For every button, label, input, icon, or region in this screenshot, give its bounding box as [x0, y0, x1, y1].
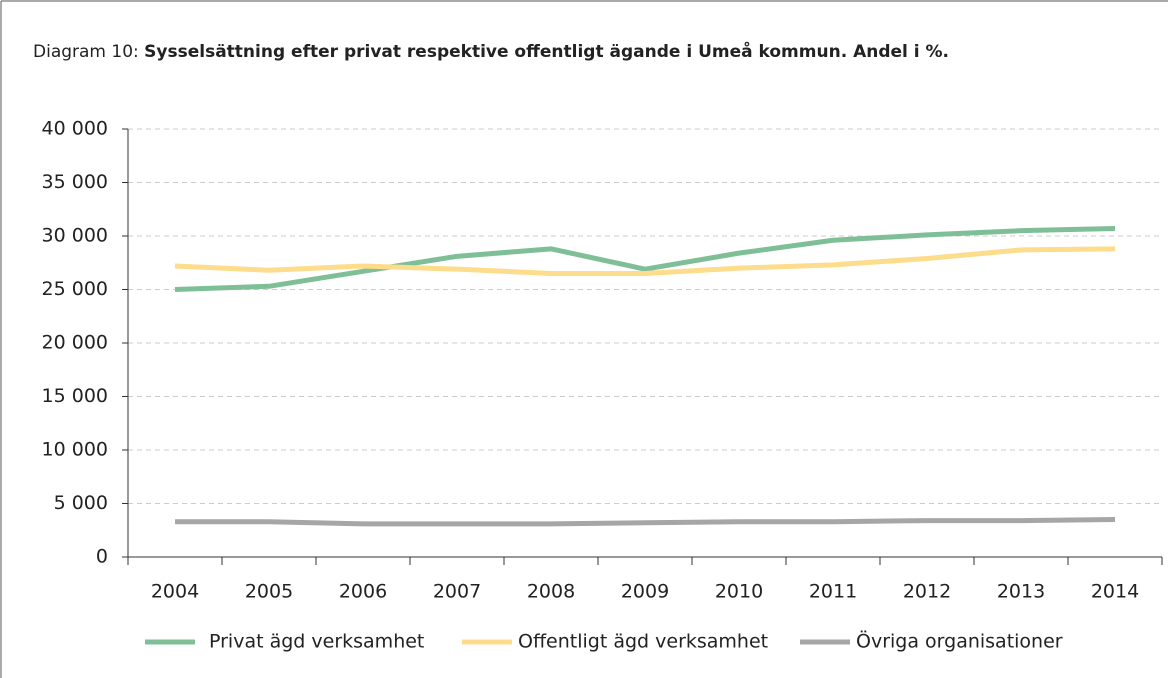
legend-label: Offentligt ägd verksamhet: [518, 631, 768, 653]
series-line: [175, 517, 1116, 527]
x-tick-label: 2012: [903, 581, 951, 603]
y-tick-label: 25 000: [42, 278, 108, 300]
y-tick-label: 5 000: [54, 492, 108, 514]
y-tick-label: 30 000: [42, 225, 108, 247]
y-tick-label: 0: [96, 546, 108, 568]
y-tick-label: 20 000: [42, 332, 108, 354]
x-tick-label: 2006: [339, 581, 387, 603]
y-tick-label: 15 000: [42, 385, 108, 407]
legend-label: Övriga organisationer: [856, 630, 1063, 653]
title-text: Sysselsättning efter privat respektive o…: [144, 40, 949, 62]
series-line: [174, 226, 1116, 292]
x-tick-label: 2005: [245, 581, 293, 603]
y-tick-label: 40 000: [42, 118, 108, 140]
x-tick-label: 2014: [1091, 581, 1139, 603]
y-tick-label: 10 000: [42, 439, 108, 461]
title-label: Diagram 10:: [33, 42, 139, 62]
x-tick-label: 2004: [151, 581, 199, 603]
x-tick-label: 2013: [997, 581, 1045, 603]
y-tick-label: 35 000: [42, 171, 108, 193]
x-tick-label: 2007: [433, 581, 481, 603]
x-tick-label: 2010: [715, 581, 763, 603]
chart-title: Diagram 10: Sysselsättning efter privat …: [33, 40, 949, 62]
series-line: [174, 246, 1116, 276]
x-tick-label: 2011: [809, 581, 857, 603]
x-tick-label: 2008: [527, 581, 575, 603]
x-tick-label: 2009: [621, 581, 669, 603]
legend-label: Privat ägd verksamhet: [209, 631, 424, 653]
